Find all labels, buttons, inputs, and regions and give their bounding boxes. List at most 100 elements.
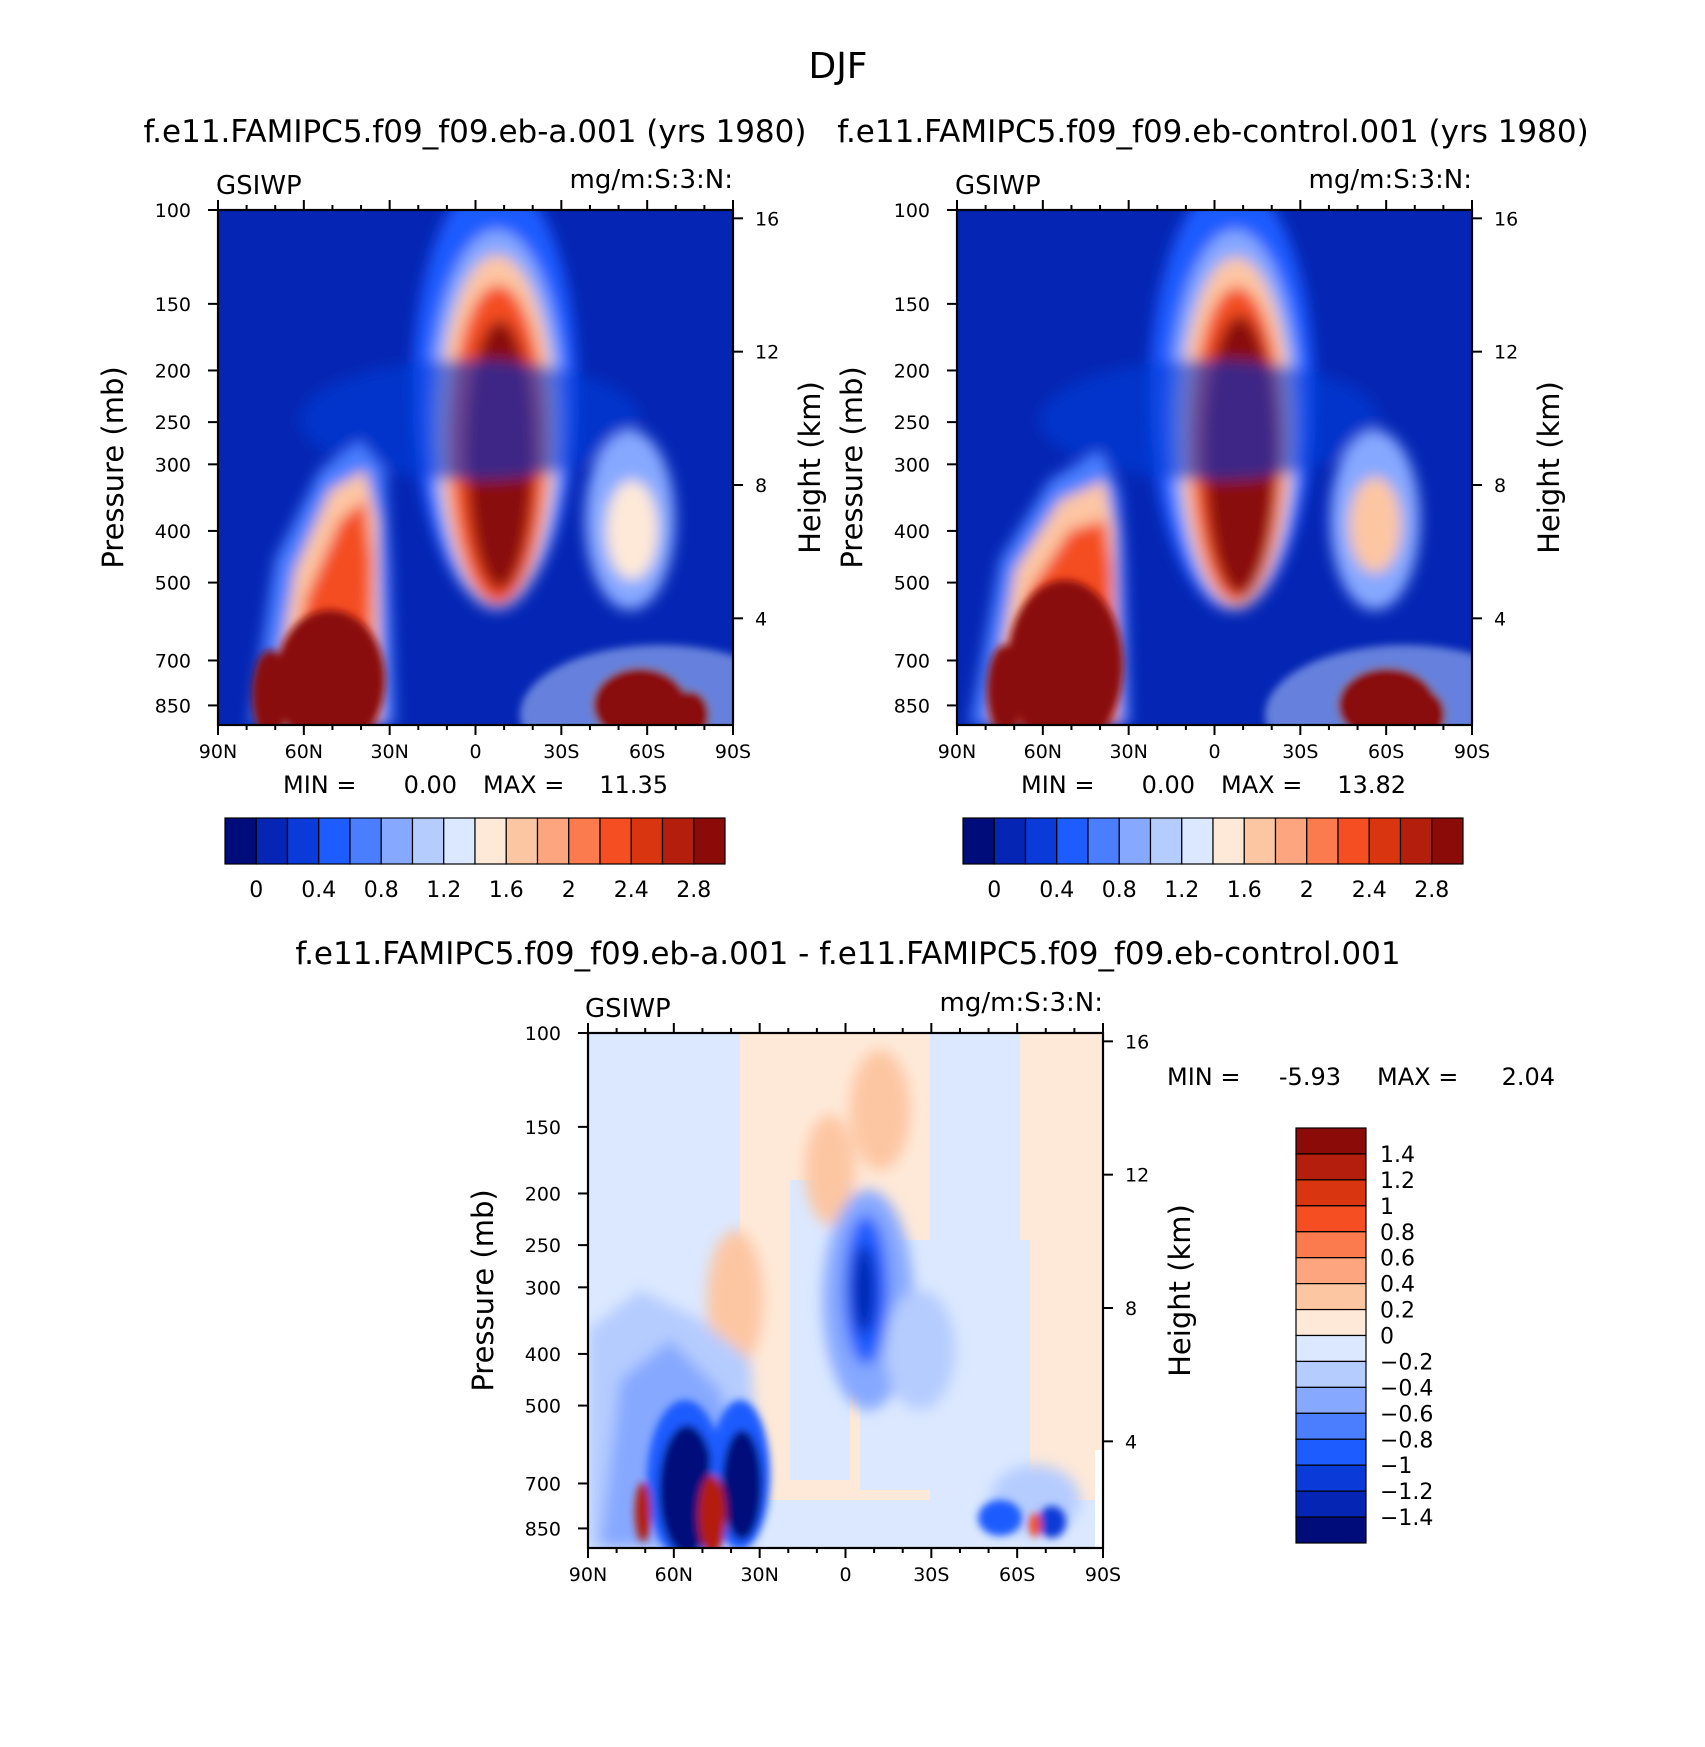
colorbar-box xyxy=(1295,1516,1367,1544)
y2-tick-label: 12 xyxy=(1494,342,1518,364)
x-tick-label: 90S xyxy=(715,741,751,763)
colorbar: 0 0.4 0.8 1.2 1.6 2 2.4 2.8 xyxy=(224,817,726,903)
min-value: 0.00 xyxy=(404,771,457,799)
variable-label: GSIWP xyxy=(585,994,671,1024)
colorbar-label: 1.2 xyxy=(426,878,461,903)
colorbar-label: 1.2 xyxy=(1164,878,1199,903)
max-value: 11.35 xyxy=(599,771,668,799)
colorbar-label: −0.4 xyxy=(1380,1376,1433,1401)
x-tick-label: 60S xyxy=(1368,741,1404,763)
colorbar: 0 0.4 0.8 1.2 1.6 2 2.4 2.8 xyxy=(962,817,1464,903)
colorbar-label: 0 xyxy=(249,878,263,903)
colorbar-label: 0.4 xyxy=(1380,1273,1415,1298)
colorbar-box xyxy=(1149,817,1183,865)
x-tick-label: 0 xyxy=(1208,741,1220,763)
y-tick-label: 200 xyxy=(525,1183,561,1205)
y-tick-label: 700 xyxy=(155,650,191,672)
x-tick-label: 60S xyxy=(629,741,665,763)
colorbar-box xyxy=(286,817,320,865)
y2-tick-label: 4 xyxy=(1125,1431,1137,1453)
colorbar-box xyxy=(1295,1231,1367,1259)
colorbar-box xyxy=(1243,817,1277,865)
x-tick-label: 90S xyxy=(1454,741,1490,763)
colorbar-box xyxy=(474,817,507,865)
colorbar-label: −0.6 xyxy=(1380,1402,1433,1427)
colorbar-label: 2.4 xyxy=(1352,878,1387,903)
colorbar-box xyxy=(1295,1334,1367,1363)
colorbar-label: 1 xyxy=(1380,1195,1394,1220)
colorbar-box xyxy=(380,817,414,865)
min-label: MIN = xyxy=(1021,771,1094,799)
colorbar-box xyxy=(1295,1257,1367,1285)
y2-axis-title: Height (km) xyxy=(793,381,827,554)
colorbar-label: 0.6 xyxy=(1380,1247,1415,1272)
max-label: MAX = xyxy=(1221,771,1302,799)
colorbar-box xyxy=(568,817,601,865)
colorbar-box xyxy=(1306,817,1339,865)
max-label: MAX = xyxy=(483,771,564,799)
x-tick-label: 30S xyxy=(543,741,579,763)
panel-title: f.e11.FAMIPC5.f09_f09.eb-control.001 (yr… xyxy=(837,114,1588,150)
x-tick-label: 30S xyxy=(1282,741,1318,763)
colorbar-box xyxy=(318,817,351,865)
y-tick-label: 200 xyxy=(894,360,930,382)
panel-title: f.e11.FAMIPC5.f09_f09.eb-a.001 (yrs 1980… xyxy=(144,114,807,150)
colorbar-box xyxy=(1212,817,1245,865)
axes: 90N 60N 30N 0 30S 60S 90S 100 150 200 250 300 400 500… xyxy=(466,1023,1197,1586)
colorbar-label: 2.4 xyxy=(614,878,649,903)
max-value: 13.82 xyxy=(1337,771,1406,799)
colorbar-label: 0.8 xyxy=(1380,1221,1415,1246)
x-tick-label: 90S xyxy=(1085,1564,1121,1586)
y-tick-label: 400 xyxy=(894,521,930,543)
colorbar-box xyxy=(1024,817,1058,865)
max-value: 2.04 xyxy=(1502,1063,1555,1091)
x-tick-label: 60S xyxy=(999,1564,1035,1586)
y2-tick-label: 8 xyxy=(755,475,767,497)
y-tick-label: 400 xyxy=(525,1344,561,1366)
panel-title: f.e11.FAMIPC5.f09_f09.eb-a.001 - f.e11.F… xyxy=(295,936,1400,972)
colorbar-box xyxy=(1295,1464,1367,1492)
colorbar-label: −0.2 xyxy=(1380,1350,1433,1375)
y2-axis-title: Height (km) xyxy=(1532,381,1566,554)
y-tick-label: 250 xyxy=(894,412,930,434)
colorbar-box xyxy=(1295,1127,1367,1155)
y-tick-label: 400 xyxy=(155,521,191,543)
variable-label: GSIWP xyxy=(216,171,302,201)
y-tick-label: 250 xyxy=(525,1235,561,1257)
y-tick-label: 250 xyxy=(155,412,191,434)
x-tick-label: 30N xyxy=(740,1564,778,1586)
y-tick-label: 300 xyxy=(525,1277,561,1299)
max-label: MAX = xyxy=(1377,1063,1458,1091)
x-tick-label: 30S xyxy=(913,1564,949,1586)
colorbar-box xyxy=(599,817,632,865)
units-label: mg/m:S:3:N: xyxy=(940,988,1103,1018)
colorbar-box xyxy=(1295,1360,1367,1388)
colorbar-label: 2.8 xyxy=(1414,878,1449,903)
colorbar-box xyxy=(1118,817,1152,865)
y-axis-title: Pressure (mb) xyxy=(96,366,130,568)
colorbar-label: −1 xyxy=(1380,1454,1412,1479)
units-label: mg/m:S:3:N: xyxy=(1309,165,1472,195)
axes: 90N 60N 30N 0 30S 60S 90S 100 150 200 250 300 400 500… xyxy=(96,200,827,763)
y2-tick-label: 16 xyxy=(1125,1031,1149,1053)
colorbar-label: 2 xyxy=(1300,878,1314,903)
colorbar-box xyxy=(349,817,382,865)
y2-tick-label: 12 xyxy=(755,342,779,364)
colorbar-box xyxy=(1295,1205,1367,1233)
min-label: MIN = xyxy=(283,771,356,799)
colorbar-box xyxy=(1295,1153,1367,1181)
x-tick-label: 30N xyxy=(370,741,408,763)
colorbar-box xyxy=(1337,817,1370,865)
y2-tick-label: 12 xyxy=(1125,1165,1149,1187)
colorbar-label: 1.4 xyxy=(1380,1143,1415,1168)
y-tick-label: 500 xyxy=(155,573,191,595)
y-tick-label: 850 xyxy=(155,695,191,717)
colorbar-box xyxy=(1295,1438,1367,1466)
colorbar-label: 0.8 xyxy=(1102,878,1137,903)
colorbar-box xyxy=(1274,817,1308,865)
x-tick-label: 90N xyxy=(199,741,237,763)
colorbar-box xyxy=(993,817,1027,865)
variable-label: GSIWP xyxy=(955,171,1041,201)
y2-tick-label: 8 xyxy=(1125,1298,1137,1320)
